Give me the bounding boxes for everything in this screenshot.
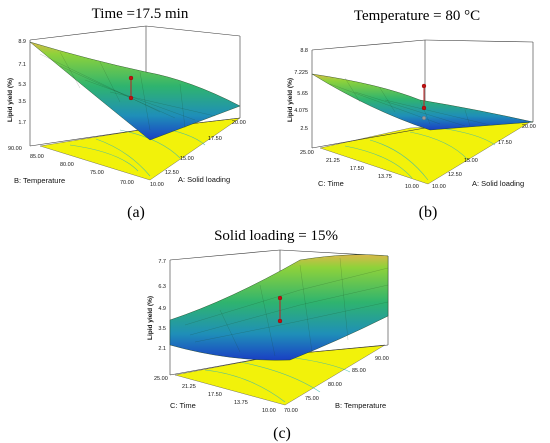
panel-b-ztick: 7.225 (294, 70, 308, 76)
panel-a-ytick: 90.00 (8, 146, 22, 152)
panel-a-xtick: 15.00 (180, 156, 194, 162)
panel-b: Temperature = 80 °C 8.8 7.225 (287, 8, 536, 221)
panel-c-xtick: 70.00 (284, 408, 298, 414)
panel-c-caption: (c) (273, 425, 291, 442)
panel-b-surface-mesh (329, 77, 491, 127)
panel-a-ztick: 3.5 (18, 99, 26, 105)
panel-a-xtick: 12.50 (165, 170, 179, 176)
panel-b-ztick: 5.65 (297, 91, 308, 97)
panel-b-design-point-top (421, 83, 427, 89)
panel-a-ytick: 80.00 (60, 162, 74, 168)
panel-a-ytick: 75.00 (90, 170, 104, 176)
panel-a-surface (29, 41, 241, 141)
panel-b-ytick: 25.00 (300, 150, 314, 156)
panel-b-floor (319, 121, 531, 185)
panel-b-design-point-low (422, 116, 426, 120)
panel-c-xtick: 90.00 (375, 356, 389, 362)
panel-a-ztick: 1.7 (18, 120, 26, 126)
panel-a-zlabel: Lipid yield (%) (7, 78, 14, 122)
panel-c-ytick: 10.00 (262, 408, 276, 414)
panel-c-xtick: 75.00 (305, 396, 319, 402)
panel-c-ytick: 17.50 (208, 392, 222, 398)
panel-c-ztick: 4.9 (158, 306, 166, 312)
panel-a-ztick: 5.3 (18, 82, 26, 88)
panel-a-ytick: 70.00 (120, 180, 134, 186)
panel-b-caption: (b) (419, 204, 438, 221)
panel-c-xlabel: B: Temperature (335, 401, 386, 410)
panel-a-xtick: 10.00 (150, 182, 164, 188)
panel-b-contours (344, 127, 496, 181)
panel-b-xtick: 20.00 (522, 124, 536, 130)
panel-c: Solid loading = 15% 7.7 6.3 4.9 3. (147, 228, 389, 442)
panel-c-ytick: 13.75 (234, 400, 248, 406)
panel-c-ytick: 21.25 (182, 384, 196, 390)
panel-c-ztick: 2.1 (158, 346, 166, 352)
panel-c-ytick: 25.00 (154, 376, 168, 382)
panel-c-ylabel: C: Time (170, 401, 196, 410)
panel-a-ztick: 7.1 (18, 62, 26, 68)
panel-c-zlabel: Lipid yield (%) (147, 296, 154, 340)
panel-b-ylabel: C: Time (318, 179, 344, 188)
panel-b-surface (311, 73, 534, 131)
panel-b-xtick: 17.50 (498, 140, 512, 146)
panel-a-xtick: 17.50 (208, 136, 222, 142)
panel-b-ztick: 8.8 (300, 48, 308, 54)
panel-c-ztick: 7.7 (158, 259, 166, 265)
panel-b-ytick: 13.75 (378, 174, 392, 180)
panel-b-xlabel: A: Solid loading (472, 179, 524, 188)
panel-a-ytick: 85.00 (30, 154, 44, 160)
panel-c-xtick: 80.00 (328, 382, 342, 388)
panel-a-ylabel: B: Temperature (14, 176, 65, 185)
panel-b-zlabel: Lipid yield (%) (287, 78, 294, 122)
panel-c-xtick: 85.00 (352, 368, 366, 374)
panel-b-design-point-bottom (421, 105, 427, 111)
panel-c-ztick: 3.5 (158, 326, 166, 332)
panel-b-xtick: 10.00 (432, 184, 446, 190)
panel-b-ytick: 17.50 (350, 166, 364, 172)
panel-c-design-point-top (277, 295, 283, 301)
panel-b-ztick: 2.5 (300, 126, 308, 132)
panel-a-surface-mesh (39, 51, 216, 131)
panel-a-title: Time =17.5 min (92, 6, 189, 22)
panel-c-title: Solid loading = 15% (214, 228, 338, 244)
panel-c-design-point-bottom (277, 318, 283, 324)
panel-c-surface-mesh (184, 257, 389, 357)
panel-a-design-point-top (128, 75, 134, 81)
panel-b-xtick: 15.00 (464, 158, 478, 164)
panel-c-ztick: 6.3 (158, 284, 166, 290)
panel-b-ztick: 4.075 (294, 108, 308, 114)
panel-a-design-point-bottom (128, 95, 134, 101)
panel-b-ytick: 10.00 (405, 184, 419, 190)
panel-b-xtick: 12.50 (448, 172, 462, 178)
panel-c-surface (169, 254, 389, 361)
panel-b-ytick: 21.25 (326, 158, 340, 164)
panel-a-caption: (a) (127, 204, 145, 221)
panel-a-xlabel: A: Solid loading (178, 175, 230, 184)
panel-a: Time =17.5 min 8.9 7.1 5 (7, 6, 246, 221)
panel-a-xtick: 20.00 (232, 120, 246, 126)
panel-a-ztick: 8.9 (18, 39, 26, 45)
panel-b-title: Temperature = 80 °C (354, 8, 480, 24)
